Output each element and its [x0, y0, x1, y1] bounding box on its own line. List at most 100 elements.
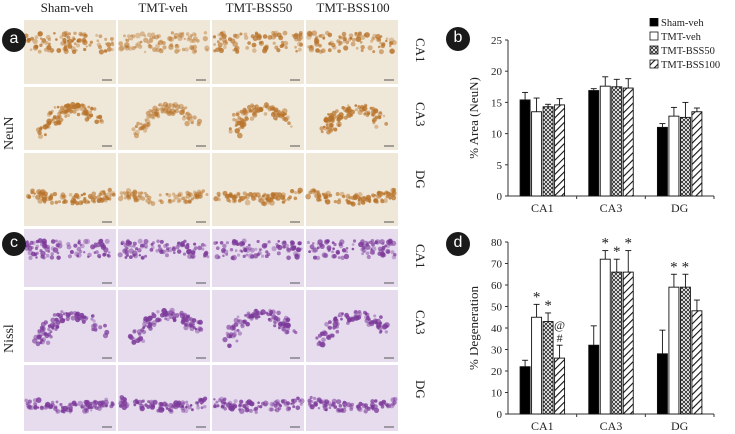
micrograph-neun-ca3-tmt-veh: [118, 87, 210, 150]
x-tick-label: CA1: [531, 201, 554, 215]
y-axis-label: % Degeneration: [470, 285, 481, 370]
legend-label: Sham-veh: [661, 18, 704, 29]
bar-dg-tmt-veh: [668, 115, 680, 197]
x-tick-label: CA3: [600, 201, 623, 215]
micrograph-neun-ca1-tmt-bss50: [212, 20, 304, 84]
bar-ca1-sham-veh: [519, 366, 531, 415]
bar-dg-tmt-veh: [668, 286, 680, 415]
region-label-ca1-nissl: CA1: [413, 244, 428, 269]
column-header-tmt-veh: TMT-veh: [138, 0, 188, 15]
legend-label: TMT-BSS50: [661, 46, 715, 57]
micrograph-nissl-dg-tmt-bss50: [212, 365, 305, 431]
micrograph-neun-dg-tmt-bss100: [305, 153, 398, 226]
panel-label-a: a: [2, 28, 26, 52]
bar-dg-tmt-bss50: [679, 116, 691, 197]
region-label-ca3-nissl: CA3: [413, 310, 428, 335]
bar-ca1-tmt-bss50: [542, 106, 554, 197]
bar-ca3-sham-veh: [588, 344, 600, 415]
region-label-dg-neun: DG: [413, 170, 428, 189]
bar-dg-sham-veh: [656, 353, 668, 415]
y-axis-label: % Area (NeuN): [470, 77, 481, 159]
neun-area-chart: 0 5 10 15 20 25 % Area (NeuN) CA1 CA3 DG Sham-veh T…: [470, 18, 720, 215]
micrograph-nissl-ca3-tmt-bss100: [306, 290, 398, 362]
micrograph-neun-ca3-tmt-bss100: [306, 87, 398, 150]
bar-ca1-tmt-bss100: [554, 104, 566, 197]
bar-ca3-tmt-bss50: [611, 271, 623, 415]
bar-ca1-tmt-veh: [531, 111, 543, 197]
micrograph-neun-ca1-tmt-veh: [118, 20, 210, 84]
micrograph-neun-dg-tmt-bss50: [212, 153, 304, 226]
y-tick-label: 10: [491, 388, 503, 400]
x-tick-label: DG: [671, 201, 689, 215]
x-tick-label: CA1: [531, 419, 554, 432]
bar-ca3-sham-veh: [588, 90, 600, 197]
legend-swatch: [649, 59, 659, 69]
region-label-ca3-neun: CA3: [413, 102, 428, 127]
bar-ca1-tmt-bss100: [554, 357, 566, 415]
legend-swatch: [649, 31, 659, 41]
bar-ca3-tmt-bss50: [611, 86, 623, 197]
bar-dg-tmt-bss50: [679, 286, 691, 415]
micrograph-nissl-ca1-tmt-veh: [117, 229, 210, 287]
significance-mark: *: [682, 259, 690, 275]
micrograph-nissl-dg-tmt-bss100: [306, 365, 398, 431]
bar-ca1-tmt-bss50: [542, 321, 554, 415]
bar-dg-tmt-bss100: [691, 111, 703, 197]
micrograph-nissl-ca3-tmt-veh: [118, 290, 210, 362]
micrograph-nissl-ca3-sham-veh: [24, 290, 116, 362]
y-tick-label: 70: [491, 259, 503, 271]
significance-mark: *: [533, 289, 541, 305]
y-tick-label: 50: [491, 302, 503, 314]
micrograph-neun-ca3-sham-veh: [24, 87, 116, 150]
y-tick-label: 80: [491, 237, 503, 249]
significance-mark: *: [613, 244, 621, 260]
micrograph-nissl-ca1-sham-veh: [24, 229, 116, 287]
y-tick-label: 60: [491, 280, 503, 292]
significance-mark: @: [554, 318, 565, 332]
column-header-tmt-bss100: TMT-BSS100: [316, 0, 390, 15]
panel-label-c: c: [2, 232, 26, 256]
micrograph-nissl-ca1-tmt-bss100: [306, 229, 398, 287]
y-tick-label: 15: [491, 97, 503, 109]
legend-label: TMT-BSS100: [661, 60, 720, 71]
stain-label-neun: NeuN: [2, 116, 17, 150]
x-tick-label: DG: [671, 419, 689, 432]
x-tick-label: CA3: [600, 419, 623, 432]
micrograph-nissl-ca1-tmt-bss50: [212, 229, 304, 287]
y-tick-label: 10: [491, 129, 503, 141]
bar-ca3-tmt-bss100: [622, 271, 634, 415]
y-tick-label: 20: [491, 366, 503, 378]
bar-dg-sham-veh: [656, 126, 668, 197]
significance-mark: *: [544, 298, 552, 314]
micrograph-neun-dg-tmt-veh: [118, 153, 210, 226]
bar-ca3-tmt-veh: [599, 258, 611, 415]
panel-label-d: d: [446, 232, 470, 256]
legend-label: TMT-veh: [661, 32, 702, 43]
micrograph-nissl-ca3-tmt-bss50: [212, 290, 304, 362]
micrograph-neun-ca3-tmt-bss50: [212, 87, 304, 150]
y-tick-label: 40: [491, 323, 503, 335]
micrograph-neun-ca1-sham-veh: [23, 20, 116, 84]
stain-label-nissl: Nissl: [2, 324, 17, 353]
panel-label-b: b: [446, 27, 470, 51]
y-tick-label: 0: [497, 409, 503, 421]
y-tick-label: 25: [491, 35, 503, 47]
significance-mark: *: [625, 236, 633, 252]
significance-mark: #: [557, 331, 563, 345]
micrograph-nissl-dg-tmt-veh: [118, 365, 210, 431]
y-tick-label: 20: [491, 66, 503, 78]
bar-ca3-tmt-bss100: [622, 87, 634, 197]
bar-ca3-tmt-veh: [599, 85, 611, 197]
micrograph-neun-dg-sham-veh: [24, 153, 116, 226]
legend-swatch: [649, 45, 659, 55]
bar-dg-tmt-bss100: [691, 310, 703, 415]
column-header-sham-veh: Sham-veh: [40, 0, 94, 15]
bar-ca1-tmt-veh: [531, 316, 543, 415]
region-label-ca1-neun: CA1: [413, 38, 428, 63]
significance-mark: *: [602, 236, 610, 252]
significance-mark: *: [670, 259, 678, 275]
legend-swatch: [649, 18, 659, 27]
region-label-dg-nissl: DG: [413, 380, 428, 399]
